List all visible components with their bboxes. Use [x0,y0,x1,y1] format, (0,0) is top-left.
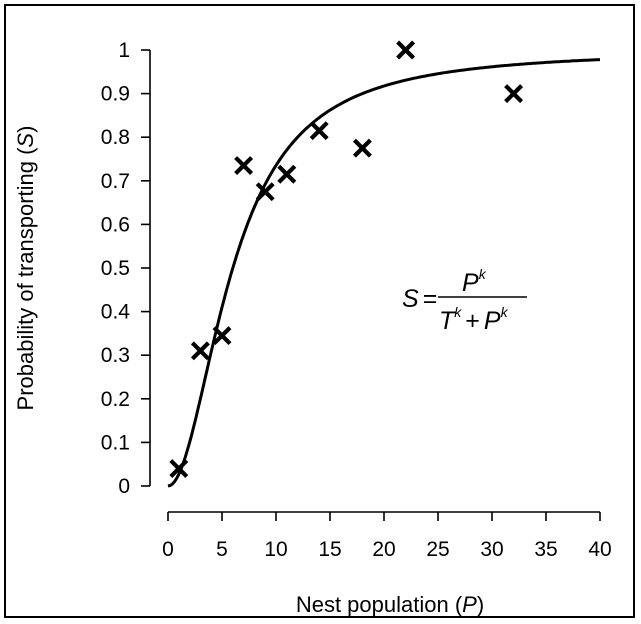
data-point [169,459,189,479]
x-tick-label: 35 [534,538,557,561]
y-tick-label: 0.9 [101,83,130,106]
axes: 00.10.20.30.40.50.60.70.80.910 5 10 15 20 25 3… [101,39,612,561]
x-tick-label: 10 [264,538,287,561]
x-tick-label: 15 [318,538,341,561]
data-point [396,40,416,60]
y-tick-label: 0.8 [101,126,130,149]
data-point [255,182,275,202]
y-tick-label: 0.6 [101,213,130,236]
y-tick-label: 1 [118,39,130,62]
figure-frame [4,4,635,618]
y-tick-label: 0.7 [101,170,130,193]
svg-text:Pk: Pk [462,266,487,297]
x-tick-label: 25 [426,538,449,561]
data-point [190,341,210,361]
x-tick-label: 40 [588,538,611,561]
data-point [212,326,232,346]
fit-curve-layer [167,58,601,488]
x-tick-label: 20 [372,538,395,561]
y-axis-title: Probability of transporting (S) [13,126,38,411]
data-point [277,164,297,184]
y-tick-label: 0 [118,475,130,498]
x-tick-label: 0 [162,538,174,561]
equation-annotation: S = Pk Tk + Pk [402,266,527,335]
data-point [309,121,329,141]
x-axis-title: Nest population (P) [296,592,484,617]
y-tick-label: 0.1 [101,431,130,454]
x-tick-label: 5 [216,538,228,561]
y-tick-label: 0.4 [101,301,131,324]
svg-text:Tk+Pk: Tk + Pk [439,304,509,335]
svg-text:S=: S = [402,285,437,313]
y-tick-label: 0.3 [101,344,130,367]
fit-curve [167,58,601,488]
x-tick-label: 30 [480,538,503,561]
data-point [504,84,524,104]
data-point [352,138,372,158]
y-tick-label: 0.5 [101,257,130,280]
data-points-layer [169,40,524,479]
y-tick-label: 0.2 [101,388,130,411]
data-point [234,156,254,176]
